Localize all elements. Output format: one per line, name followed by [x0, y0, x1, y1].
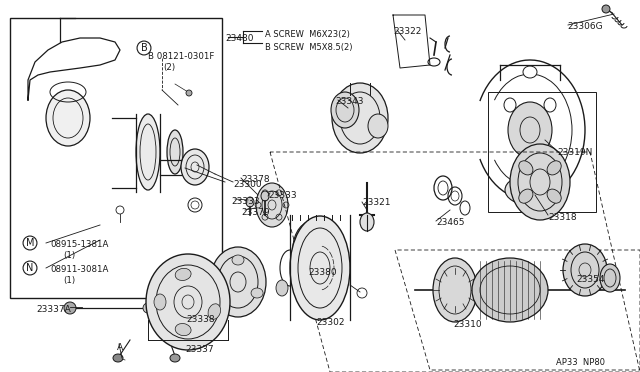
Text: 23318: 23318 — [548, 213, 577, 222]
Ellipse shape — [251, 288, 263, 298]
Text: 23306G: 23306G — [567, 22, 603, 31]
Ellipse shape — [210, 247, 266, 317]
Ellipse shape — [46, 90, 90, 146]
Ellipse shape — [261, 191, 269, 201]
Text: 23321: 23321 — [362, 198, 390, 207]
Ellipse shape — [519, 161, 533, 175]
Ellipse shape — [519, 189, 533, 203]
Text: 08911-3081A: 08911-3081A — [50, 265, 108, 274]
Text: A: A — [117, 343, 123, 352]
Ellipse shape — [276, 280, 288, 296]
Text: 23319N: 23319N — [557, 148, 593, 157]
Ellipse shape — [232, 255, 244, 265]
Text: B: B — [141, 43, 147, 53]
Ellipse shape — [563, 244, 607, 296]
Ellipse shape — [167, 130, 183, 174]
Text: 23380: 23380 — [308, 268, 337, 277]
Text: (1): (1) — [63, 251, 75, 260]
Ellipse shape — [208, 304, 221, 320]
Ellipse shape — [544, 98, 556, 112]
Text: 23354: 23354 — [576, 275, 605, 284]
Text: B 08121-0301F: B 08121-0301F — [148, 52, 214, 61]
Ellipse shape — [602, 5, 610, 13]
Ellipse shape — [113, 354, 123, 362]
Ellipse shape — [504, 98, 516, 112]
Ellipse shape — [600, 264, 620, 292]
Text: N: N — [26, 263, 34, 273]
Text: M: M — [26, 238, 35, 248]
Ellipse shape — [146, 254, 230, 350]
Ellipse shape — [246, 197, 254, 207]
Bar — [10, 18, 222, 298]
Text: 23378: 23378 — [241, 175, 269, 184]
Text: 23338: 23338 — [186, 315, 214, 324]
Text: (1): (1) — [63, 276, 75, 285]
Ellipse shape — [505, 175, 555, 205]
Ellipse shape — [293, 220, 337, 276]
Ellipse shape — [143, 303, 153, 313]
Text: B SCREW  M5X8.5(2): B SCREW M5X8.5(2) — [265, 43, 353, 52]
Ellipse shape — [547, 189, 561, 203]
Text: 23465: 23465 — [436, 218, 465, 227]
Ellipse shape — [368, 114, 388, 138]
Ellipse shape — [175, 268, 191, 280]
Text: 23300: 23300 — [233, 180, 262, 189]
Ellipse shape — [290, 216, 350, 320]
Ellipse shape — [433, 258, 477, 322]
Text: (2): (2) — [163, 63, 175, 72]
Bar — [488, 92, 596, 212]
Text: 23333: 23333 — [231, 197, 260, 206]
Text: 23322: 23322 — [393, 27, 421, 36]
Ellipse shape — [332, 83, 388, 153]
Ellipse shape — [472, 258, 548, 322]
Text: 23337: 23337 — [185, 345, 214, 354]
Ellipse shape — [547, 161, 561, 175]
Ellipse shape — [186, 90, 192, 96]
Ellipse shape — [64, 302, 76, 314]
Ellipse shape — [213, 288, 225, 298]
Text: 23343: 23343 — [335, 97, 364, 106]
Ellipse shape — [508, 102, 552, 158]
Text: A SCREW  M6X23(2): A SCREW M6X23(2) — [265, 30, 350, 39]
Ellipse shape — [510, 144, 570, 220]
Ellipse shape — [331, 92, 359, 128]
Ellipse shape — [181, 149, 209, 185]
Text: AP33  NP80: AP33 NP80 — [556, 358, 605, 367]
Ellipse shape — [360, 213, 374, 231]
Ellipse shape — [175, 324, 191, 336]
Ellipse shape — [256, 183, 288, 227]
Text: 23480: 23480 — [225, 34, 253, 43]
Text: 23379: 23379 — [241, 208, 269, 217]
Ellipse shape — [170, 354, 180, 362]
Text: 23337A: 23337A — [36, 305, 71, 314]
Text: 08915-1381A: 08915-1381A — [50, 240, 108, 249]
Ellipse shape — [136, 114, 160, 190]
Text: 23310: 23310 — [453, 320, 482, 329]
Ellipse shape — [523, 66, 537, 78]
Text: 23302: 23302 — [316, 318, 344, 327]
Ellipse shape — [154, 294, 166, 310]
Text: 23333: 23333 — [268, 191, 296, 200]
